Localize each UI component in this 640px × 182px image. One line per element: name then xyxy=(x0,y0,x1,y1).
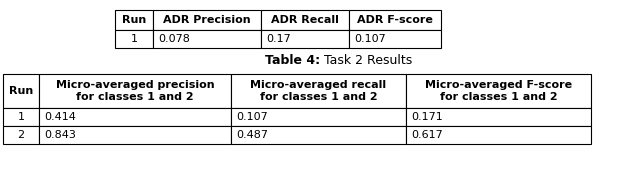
Bar xyxy=(115,30,153,48)
Text: 1: 1 xyxy=(17,112,24,122)
Bar xyxy=(39,108,231,126)
Bar xyxy=(349,10,441,30)
Text: ADR F-score: ADR F-score xyxy=(357,15,433,25)
Text: 0.487: 0.487 xyxy=(236,130,268,140)
Text: Micro-averaged recall
for classes 1 and 2: Micro-averaged recall for classes 1 and … xyxy=(250,80,387,102)
Text: 0.107: 0.107 xyxy=(354,34,386,44)
Text: Micro-averaged F-score
for classes 1 and 2: Micro-averaged F-score for classes 1 and… xyxy=(425,80,572,102)
Bar xyxy=(231,126,406,144)
Bar xyxy=(3,126,39,144)
Text: 1: 1 xyxy=(131,34,138,44)
Text: 0.843: 0.843 xyxy=(44,130,76,140)
Bar xyxy=(349,30,441,48)
Bar xyxy=(261,30,349,48)
Text: 0.414: 0.414 xyxy=(44,112,76,122)
Bar xyxy=(406,108,591,126)
Text: Task 2 Results: Task 2 Results xyxy=(320,54,412,66)
Bar xyxy=(261,10,349,30)
Bar xyxy=(39,126,231,144)
Text: ADR Precision: ADR Precision xyxy=(163,15,251,25)
Bar xyxy=(3,108,39,126)
Bar xyxy=(406,74,591,108)
Bar xyxy=(39,74,231,108)
Text: Table 4:: Table 4: xyxy=(265,54,320,66)
Bar xyxy=(231,108,406,126)
Bar xyxy=(153,30,261,48)
Bar xyxy=(231,74,406,108)
Bar xyxy=(153,10,261,30)
Text: ADR Recall: ADR Recall xyxy=(271,15,339,25)
Text: 2: 2 xyxy=(17,130,24,140)
Text: 0.171: 0.171 xyxy=(411,112,443,122)
Text: Micro-averaged precision
for classes 1 and 2: Micro-averaged precision for classes 1 a… xyxy=(56,80,214,102)
Bar xyxy=(115,10,153,30)
Text: 0.078: 0.078 xyxy=(158,34,190,44)
Text: 0.17: 0.17 xyxy=(266,34,291,44)
Bar xyxy=(3,74,39,108)
Text: Run: Run xyxy=(122,15,146,25)
Text: 0.617: 0.617 xyxy=(411,130,443,140)
Text: 0.107: 0.107 xyxy=(236,112,268,122)
Bar xyxy=(406,126,591,144)
Text: Run: Run xyxy=(9,86,33,96)
